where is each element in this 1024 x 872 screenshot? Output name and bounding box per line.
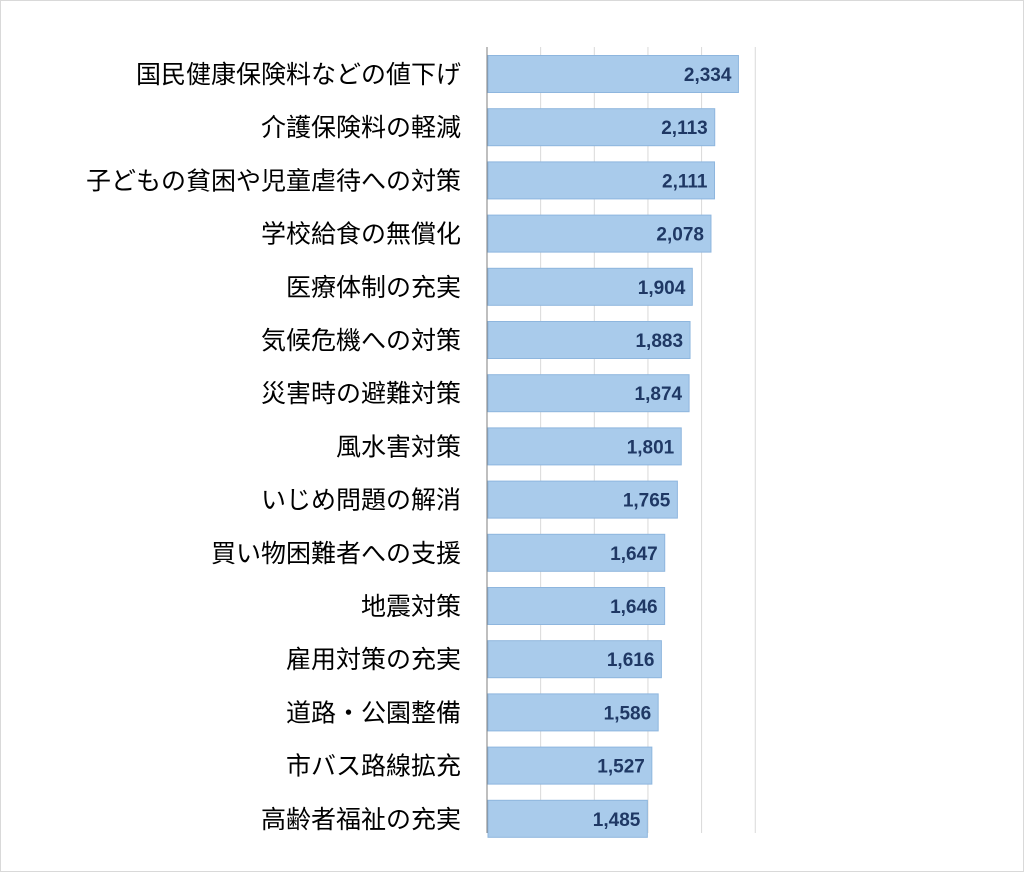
data-label: 2,078	[656, 225, 704, 246]
bar	[487, 533, 666, 572]
category-label: 介護保険料の軽減	[261, 113, 461, 142]
category-label: 市バス路線拡充	[286, 752, 461, 781]
category-label: 国民健康保険料などの値下げ	[136, 60, 461, 89]
category-label: 地震対策	[361, 592, 461, 621]
bars	[487, 55, 739, 838]
category-label: 道路・公園整備	[286, 698, 461, 727]
data-label: 1,904	[638, 278, 686, 299]
category-label: 災害時の避難対策	[261, 379, 461, 408]
data-label: 1,765	[623, 491, 671, 512]
bar	[487, 321, 691, 359]
bar	[487, 640, 662, 679]
category-label: 高齢者福祉の充実	[261, 805, 461, 834]
bar	[487, 108, 716, 147]
category-label: 子どもの貧困や児童虐待への対策	[86, 166, 461, 195]
data-label: 1,616	[607, 650, 655, 671]
bar	[487, 480, 678, 519]
category-label: 気候危機への対策	[261, 326, 461, 355]
bar	[487, 587, 666, 625]
bar	[487, 267, 693, 306]
bar	[487, 799, 648, 838]
data-label: 1,485	[593, 810, 641, 831]
category-label: 医療体制の充実	[286, 273, 461, 302]
data-label: 1,874	[635, 384, 683, 405]
data-label: 1,646	[610, 597, 658, 618]
data-label: 1,883	[635, 331, 683, 352]
data-label: 1,801	[627, 437, 675, 458]
bar	[487, 693, 659, 732]
category-label: 風水害対策	[336, 432, 461, 461]
bar	[487, 214, 712, 253]
data-label: 1,527	[597, 757, 645, 778]
data-label: 1,647	[610, 544, 658, 565]
bar	[487, 374, 690, 413]
category-labels: 国民健康保険料などの値下げ介護保険料の軽減子どもの貧困や児童虐待への対策学校給食…	[86, 60, 461, 834]
category-label: 買い物困難者への支援	[211, 539, 461, 568]
category-label: 学校給食の無償化	[261, 220, 461, 249]
bar	[487, 746, 653, 785]
bar	[487, 55, 739, 93]
category-label: 雇用対策の充実	[286, 645, 461, 674]
bar	[487, 427, 682, 466]
data-label: 2,111	[662, 171, 708, 192]
data-label: 1,586	[604, 703, 652, 724]
data-label: 2,113	[661, 118, 708, 139]
value-labels: 2,334 2,113 2,111 2,078 1,904 1,883 1,874 1,801…	[593, 65, 732, 831]
data-label: 2,334	[684, 65, 732, 86]
category-label: いじめ問題の解消	[261, 486, 461, 515]
bar	[487, 161, 716, 200]
